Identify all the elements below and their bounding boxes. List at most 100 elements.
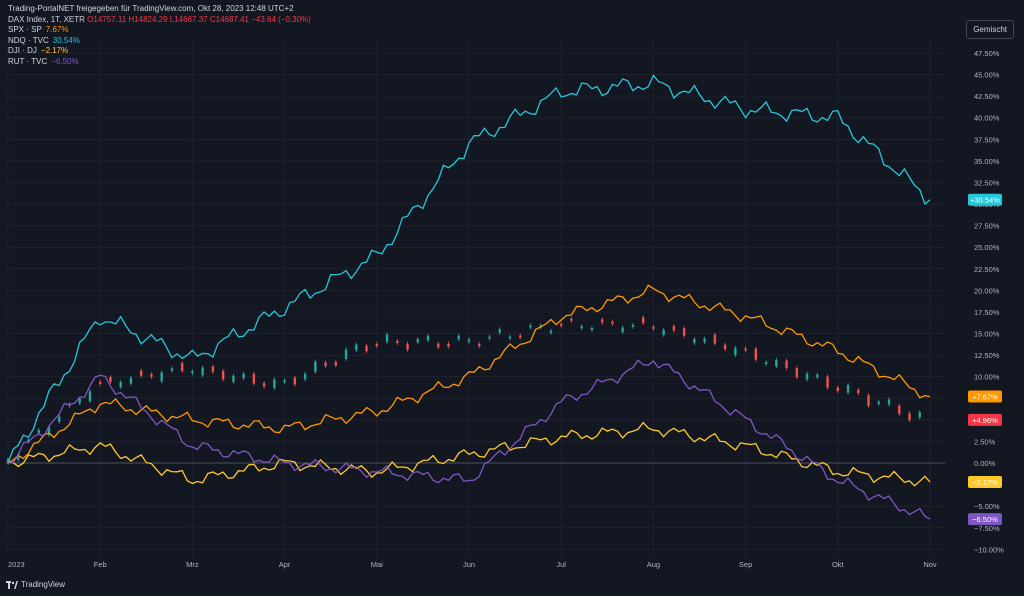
candle-body <box>693 339 696 343</box>
dax-candles <box>6 315 921 466</box>
candle-body <box>211 366 215 372</box>
y-tick-label: −7.50% <box>974 524 1000 533</box>
candle-body <box>826 376 829 388</box>
candle-body <box>478 343 481 347</box>
end-value-badges: +30.54% +7.67% −2.17% −6.50% +4.96% <box>968 193 1002 526</box>
candle-body <box>734 347 737 356</box>
candle-body <box>129 377 133 384</box>
candle-body <box>631 324 635 327</box>
tradingview-logo-icon <box>6 580 18 589</box>
candle-body <box>109 377 112 383</box>
candle-body <box>713 334 717 344</box>
end-badge <box>968 476 1002 489</box>
candle-body <box>488 336 491 339</box>
candle-body <box>549 330 553 333</box>
candle-body <box>457 335 460 340</box>
legend-spx[interactable]: SPX · SP 7.67% <box>8 25 311 36</box>
candle-body <box>119 382 122 388</box>
candle-body <box>406 343 409 350</box>
candle-body <box>99 381 102 384</box>
legend-name: SPX · SP <box>8 25 42 34</box>
candle-body <box>47 426 51 435</box>
y-tick-label: 12.50% <box>974 351 1000 360</box>
x-tick-label: Mai <box>371 560 383 569</box>
y-tick-label: −5.00% <box>974 502 1000 511</box>
open-value: O14757.11 <box>87 14 127 24</box>
candle-body <box>775 359 778 367</box>
legend-name: RUT · TVC <box>8 56 48 66</box>
candle-body <box>580 326 583 329</box>
candle-body <box>232 375 235 382</box>
candle-body <box>611 321 614 324</box>
series-line <box>7 359 931 520</box>
candle-body <box>396 340 399 343</box>
candle-body <box>416 339 419 343</box>
candle-body <box>324 362 327 367</box>
legend-ndq[interactable]: NDQ · TVC 30.54% <box>8 36 311 47</box>
candle-body <box>334 361 338 366</box>
candle-body <box>293 377 297 385</box>
candle-body <box>344 349 348 360</box>
x-tick-label: Mrz <box>186 560 199 569</box>
y-tick-label: 42.50% <box>974 92 1000 101</box>
candle-body <box>88 391 92 402</box>
candle-body <box>836 387 839 391</box>
candle-body <box>898 405 901 414</box>
candle-body <box>703 338 706 343</box>
candle-body <box>662 329 665 335</box>
candle-body <box>508 336 512 339</box>
legend-dji[interactable]: DJI · DJ −2.17% <box>8 46 311 57</box>
candle-body <box>150 374 153 377</box>
x-tick-label: Nov <box>923 560 937 569</box>
candle-body <box>201 367 204 376</box>
series-lines <box>7 74 931 520</box>
candle-body <box>529 325 532 328</box>
legend-value: 30.54% <box>52 35 80 45</box>
candle-body <box>682 328 686 336</box>
y-tick-label: −10.00% <box>974 545 1004 554</box>
candle-body <box>242 373 245 379</box>
candle-body <box>877 401 880 404</box>
candle-body <box>785 360 788 368</box>
y-tick-label: 47.50% <box>974 49 1000 58</box>
y-tick-label: 15.00% <box>974 330 1000 339</box>
main-symbol[interactable]: DAX Index, 1T, XETR <box>8 14 85 24</box>
end-badge-label: +7.67% <box>972 393 998 402</box>
legend-value: 7.67% <box>45 25 69 34</box>
candle-body <box>621 327 624 333</box>
candle-body <box>303 373 307 380</box>
end-badge-label: +30.54% <box>970 196 1000 205</box>
x-tick-label: Feb <box>94 560 107 569</box>
candle-body <box>314 361 317 372</box>
candle-body <box>273 379 276 389</box>
legend-rut[interactable]: RUT · TVC −6.50% <box>8 57 311 68</box>
legend-name: NDQ · TVC <box>8 35 49 45</box>
candle-body <box>795 368 799 378</box>
candle-body <box>447 343 450 347</box>
candle-body <box>857 389 860 394</box>
candle-body <box>590 328 594 331</box>
x-axis: 2023 Feb Mrz Apr Mai Jun Jul Aug Sep Okt Nov <box>8 560 937 569</box>
candle-body <box>600 319 604 323</box>
candle-body <box>641 317 645 324</box>
y-tick-label: 35.00% <box>974 157 1000 166</box>
grid-lines <box>6 40 945 558</box>
candle-body <box>744 348 747 351</box>
candle-body <box>17 454 20 460</box>
end-badge <box>968 513 1002 526</box>
tradingview-logo[interactable]: TradingView <box>6 580 65 589</box>
scale-mode-button[interactable]: Gemischt <box>966 20 1014 39</box>
series-line <box>7 284 931 464</box>
x-tick-label: Jun <box>463 560 475 569</box>
candle-body <box>570 318 573 321</box>
candle-body <box>437 343 440 348</box>
end-badge-label: −2.17% <box>972 478 998 487</box>
candle-body <box>908 413 911 421</box>
legend-value: −2.17% <box>40 46 69 55</box>
candle-body <box>221 370 225 380</box>
x-tick-label: Apr <box>279 560 291 569</box>
end-badge <box>968 193 1002 206</box>
end-badge <box>968 390 1002 403</box>
candle-body <box>498 329 501 333</box>
